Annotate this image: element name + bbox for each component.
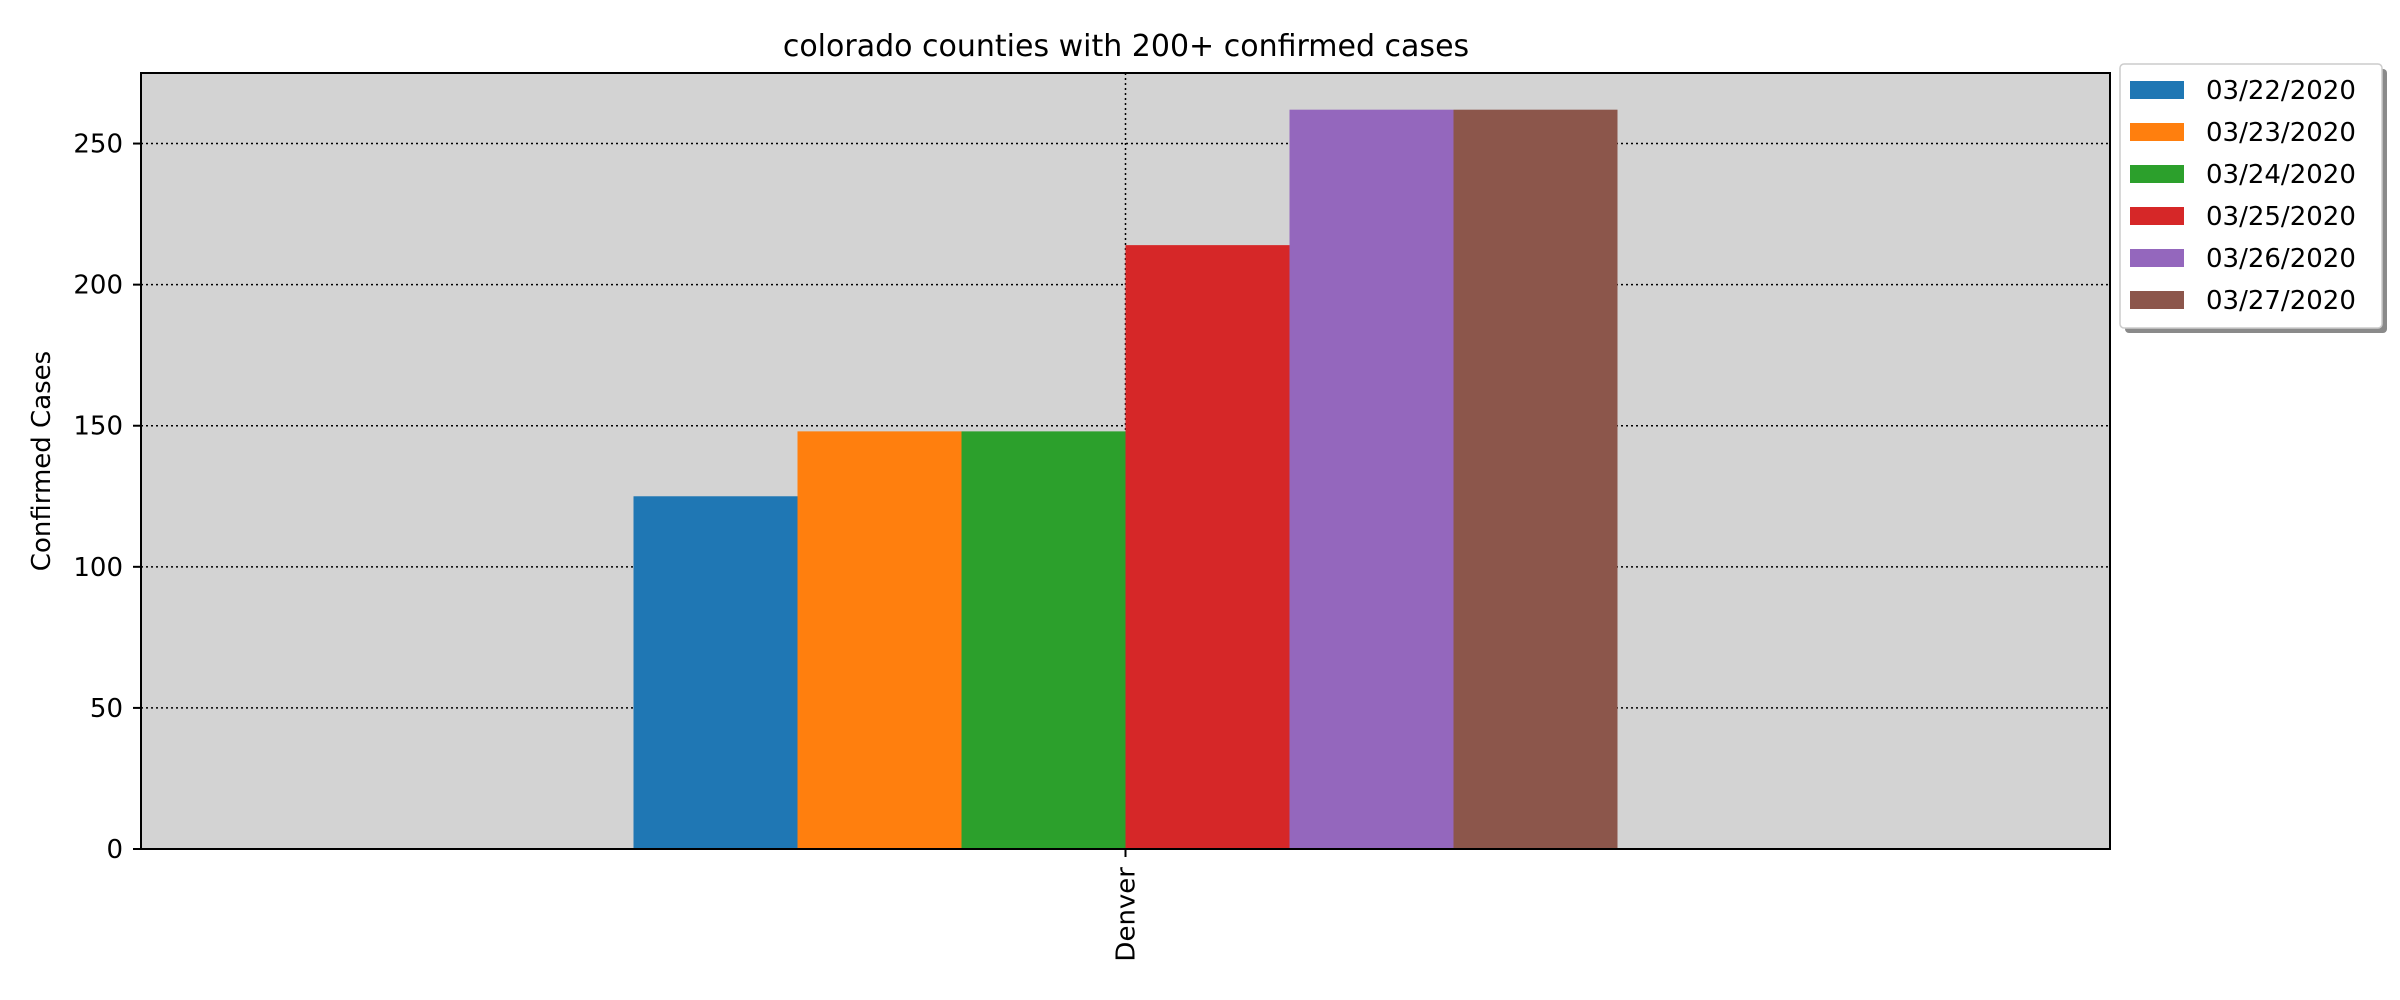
y-tick-label: 250 xyxy=(73,130,123,160)
bar-03-23-2020 xyxy=(797,431,962,849)
y-tick-label: 50 xyxy=(90,694,123,724)
y-tick-label: 0 xyxy=(106,835,123,865)
legend-swatch xyxy=(2130,165,2184,183)
legend-label: 03/24/2020 xyxy=(2206,160,2356,190)
legend-label: 03/25/2020 xyxy=(2206,202,2356,232)
bar-03-24-2020 xyxy=(961,431,1126,849)
y-axis-label: Confirmed Cases xyxy=(27,351,57,571)
bar-03-25-2020 xyxy=(1125,245,1290,849)
legend-swatch xyxy=(2130,123,2184,141)
legend-swatch xyxy=(2130,249,2184,267)
legend-label: 03/23/2020 xyxy=(2206,118,2356,148)
legend-swatch xyxy=(2130,291,2184,309)
y-tick-label: 100 xyxy=(73,553,123,583)
x-tick-label: Denver xyxy=(1112,867,1142,962)
bar-03-22-2020 xyxy=(633,496,798,849)
chart-title: colorado counties with 200+ confirmed ca… xyxy=(783,29,1469,64)
y-tick-label: 150 xyxy=(73,412,123,442)
bar-03-26-2020 xyxy=(1289,109,1454,849)
legend-swatch xyxy=(2130,207,2184,225)
legend-label: 03/22/2020 xyxy=(2206,76,2356,106)
legend-swatch xyxy=(2130,81,2184,99)
bars xyxy=(633,109,1618,849)
bar-03-27-2020 xyxy=(1453,109,1618,849)
legend: 03/22/2020 03/23/2020 03/24/2020 03/25/2020… xyxy=(2119,63,2387,333)
axis-ticks: 0 50 100 150 200 250 Denver xyxy=(73,130,1141,962)
y-tick-label: 200 xyxy=(73,271,123,301)
legend-label: 03/26/2020 xyxy=(2206,244,2356,274)
legend-label: 03/27/2020 xyxy=(2206,286,2356,316)
legend-box xyxy=(2119,63,2383,329)
